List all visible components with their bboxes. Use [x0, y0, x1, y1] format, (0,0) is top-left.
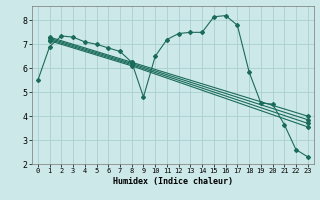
X-axis label: Humidex (Indice chaleur): Humidex (Indice chaleur) — [113, 177, 233, 186]
